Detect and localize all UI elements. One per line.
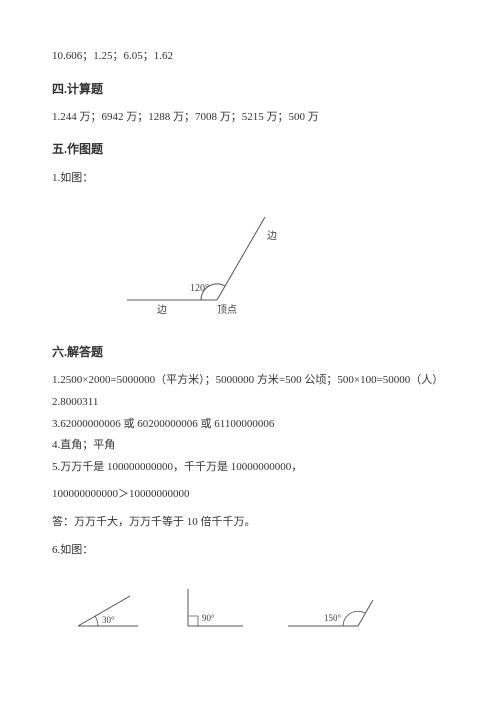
label-150: 150° — [324, 613, 342, 623]
label-side-right: 边 — [267, 230, 277, 242]
section-6-line-8: 6.如图： — [52, 542, 448, 560]
section-4-heading: 四.计算题 — [52, 80, 448, 99]
label-30: 30° — [102, 615, 115, 625]
section-6-line-4: 4.直角；平角 — [52, 437, 448, 455]
section-6-line-6: 100000000000＞10000000000 — [52, 486, 448, 504]
angle-120-figure: 边 120° 边 顶点 — [112, 205, 448, 325]
section-5-line-1: 1.如图： — [52, 170, 448, 188]
label-side-left: 边 — [157, 304, 167, 316]
label-angle-120: 120° — [190, 283, 209, 294]
section-6-line-5: 5.万万千是 100000000000，千千万是 10000000000， — [52, 459, 448, 477]
item-10: 10.606；1.25；6.05；1.62 — [52, 48, 448, 66]
section-6-line-2: 2.8000311 — [52, 394, 448, 412]
section-6-line-3: 3.62000000006 或 60200000006 或 6110000000… — [52, 416, 448, 434]
section-6-line-1: 1.2500×2000=5000000（平方米）；5000000 方米=500 … — [52, 372, 448, 390]
label-90: 90° — [202, 613, 215, 623]
label-vertex: 顶点 — [217, 304, 237, 316]
section-6-line-7: 答：万万千大，万万千等于 10 倍千千万。 — [52, 514, 448, 532]
section-6-heading: 六.解答题 — [52, 343, 448, 362]
three-angles-figure: 30° 90° 150° — [68, 581, 448, 641]
section-5-heading: 五.作图题 — [52, 140, 448, 159]
section-4-line-1: 1.244 万；6942 万；1288 万；7008 万；5215 万；500 … — [52, 109, 448, 127]
